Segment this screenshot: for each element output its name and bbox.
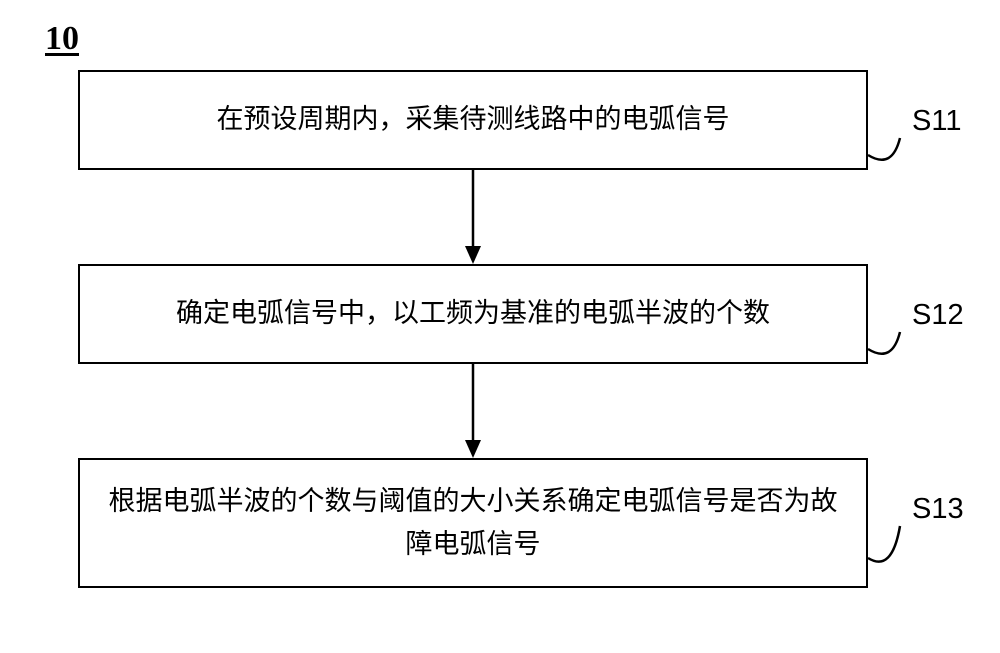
figure-number-label: 10: [45, 20, 79, 58]
flow-step-s12: 确定电弧信号中，以工频为基准的电弧半波的个数: [78, 264, 868, 364]
flowchart-canvas: 10 在预设周期内，采集待测线路中的电弧信号 S11 确定电弧信号中，以工频为基…: [0, 0, 1000, 653]
arrow-s12-s13: [465, 364, 481, 458]
flow-step-label-s13: S13: [912, 493, 964, 526]
flow-step-s13: 根据电弧半波的个数与阈值的大小关系确定电弧信号是否为故障电弧信号: [78, 458, 868, 588]
flow-step-label-s12: S12: [912, 299, 964, 332]
flow-step-label-s11: S11: [912, 105, 961, 138]
flow-step-text: 根据电弧半波的个数与阈值的大小关系确定电弧信号是否为故障电弧信号: [104, 480, 842, 566]
hook-s12: [868, 332, 900, 354]
flow-step-text: 确定电弧信号中，以工频为基准的电弧半波的个数: [176, 292, 770, 335]
hook-s11: [868, 138, 900, 160]
arrow-s11-s12: [465, 170, 481, 264]
hook-s13: [868, 526, 900, 562]
flow-step-text: 在预设周期内，采集待测线路中的电弧信号: [217, 98, 730, 141]
flow-step-s11: 在预设周期内，采集待测线路中的电弧信号: [78, 70, 868, 170]
